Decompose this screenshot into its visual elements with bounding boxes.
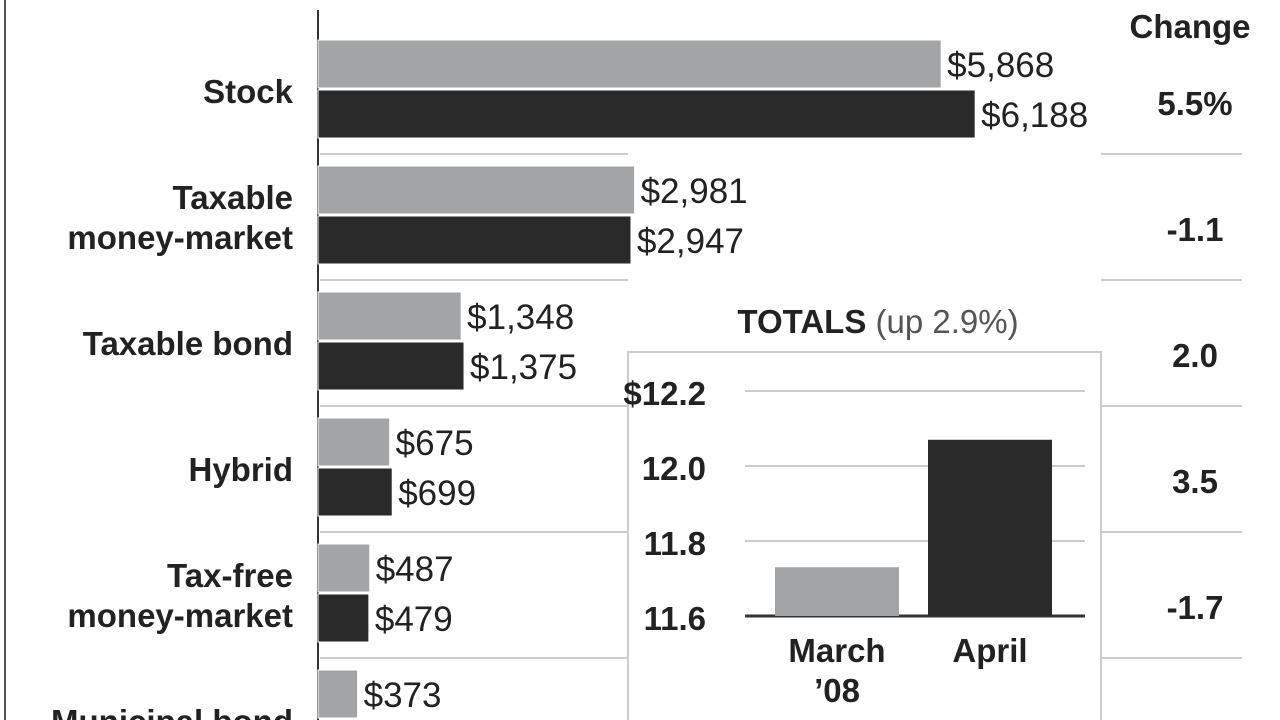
category-label: money-market: [67, 597, 293, 634]
bar-value-label: $479: [375, 600, 453, 639]
y-tick-label: 11.8: [644, 525, 706, 562]
x-tick-label: March: [788, 632, 885, 669]
y-tick-label: $12.2: [623, 375, 706, 412]
category-label: Stock: [203, 73, 294, 110]
category-label: Hybrid: [188, 451, 293, 488]
change-value: 2.0: [1172, 337, 1218, 374]
bar: [317, 417, 391, 467]
x-tick-label: ’08: [814, 672, 860, 709]
bar-value-label: $373: [364, 676, 442, 715]
change-value: -1.1: [1167, 211, 1224, 248]
bar: [317, 593, 370, 643]
bar: [317, 215, 632, 265]
bar-value-label: $699: [398, 474, 476, 513]
change-value: 1.9: [1172, 715, 1218, 720]
y-tick-label: 12.0: [642, 450, 706, 487]
bar: [317, 669, 359, 719]
bar: [317, 341, 465, 391]
bar-value-label: $1,375: [470, 348, 577, 387]
x-tick-label: April: [952, 632, 1027, 669]
bar: [317, 165, 636, 215]
bar-value-label: $5,868: [947, 46, 1054, 85]
change-value: 3.5: [1172, 463, 1218, 500]
bar-value-label: $487: [376, 550, 454, 589]
bar: [317, 39, 942, 89]
change-header: Change: [1129, 8, 1250, 45]
category-label: Taxable bond: [83, 325, 293, 362]
category-label: Municipal bond: [51, 703, 293, 720]
category-label: money-market: [67, 219, 293, 256]
bar-value-label: $1,348: [467, 298, 574, 337]
bar-value-label: $6,188: [981, 96, 1088, 135]
category-label: Taxable: [173, 179, 293, 216]
bar: [317, 467, 393, 517]
bar-value-label: $2,947: [637, 222, 744, 261]
bar-value-label: $675: [396, 424, 474, 463]
bar-value-label: $2,981: [641, 172, 748, 211]
totals-bar: [928, 439, 1052, 616]
change-value: 5.5%: [1157, 85, 1232, 122]
category-label: Tax-free: [167, 557, 293, 594]
bar: [317, 543, 371, 593]
change-value: -1.7: [1167, 589, 1224, 626]
bar: [317, 89, 976, 139]
bar: [317, 291, 462, 341]
inset-title: TOTALS (up 2.9%): [737, 303, 1018, 340]
y-tick-label: 11.6: [644, 600, 706, 637]
totals-bar: [775, 567, 899, 616]
